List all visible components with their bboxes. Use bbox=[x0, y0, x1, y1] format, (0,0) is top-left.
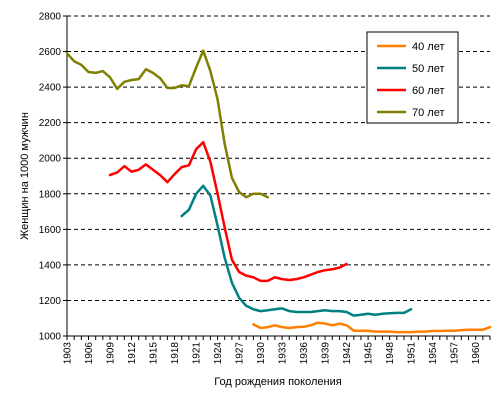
x-tick-label: 1909 bbox=[106, 342, 117, 365]
x-tick-label: 1951 bbox=[407, 342, 418, 365]
y-axis-title: Женщин на 1000 мужчин bbox=[19, 112, 31, 240]
series-lines bbox=[65, 49, 492, 334]
x-tick-label: 1924 bbox=[213, 342, 224, 365]
x-tick-label: 1930 bbox=[256, 342, 267, 365]
y-tick-label: 1200 bbox=[39, 296, 62, 307]
legend-label: 40 лет bbox=[412, 41, 445, 53]
legend-label: 50 лет bbox=[412, 63, 445, 75]
y-tick-label: 2000 bbox=[39, 154, 62, 165]
x-tick-label: 1921 bbox=[192, 342, 203, 365]
y-tick-label: 2200 bbox=[39, 118, 62, 129]
x-tick-label: 1912 bbox=[127, 342, 138, 365]
y-tick-labels: 1000 1200 1400 1600 1800 2000 2200 2400 2600 2800 bbox=[39, 12, 62, 343]
x-tick-label: 1933 bbox=[278, 342, 289, 365]
y-tick-label: 1400 bbox=[39, 260, 62, 271]
y-tick-label: 1600 bbox=[39, 225, 62, 236]
series-line bbox=[65, 49, 269, 199]
series-line bbox=[252, 321, 492, 334]
y-tick-label: 2400 bbox=[39, 83, 62, 94]
x-tick-labels: 1903 1906 1909 1912 1915 1918 1921 1924 1927 1930… bbox=[63, 342, 483, 365]
x-tick-label: 1960 bbox=[471, 342, 482, 365]
y-tick-label: 2600 bbox=[39, 47, 62, 58]
legend-label: 70 лет bbox=[412, 107, 445, 119]
legend: 40 лет 50 лет 60 лет 70 лет bbox=[366, 31, 459, 124]
axes bbox=[63, 15, 491, 340]
y-tick-label: 1800 bbox=[39, 189, 62, 200]
series-line bbox=[180, 184, 413, 317]
x-tick-label: 1915 bbox=[149, 342, 160, 365]
x-tick-label: 1903 bbox=[63, 342, 74, 365]
x-tick-label: 1942 bbox=[342, 342, 353, 365]
x-tick-label: 1957 bbox=[450, 342, 461, 365]
x-tick-label: 1954 bbox=[428, 342, 439, 365]
x-axis-title: Год рождения поколения bbox=[214, 376, 341, 388]
x-tick-label: 1945 bbox=[364, 342, 375, 365]
y-tick-label: 2800 bbox=[39, 12, 62, 23]
legend-label: 60 лет bbox=[412, 85, 445, 97]
series-line bbox=[108, 140, 348, 283]
x-tick-label: 1906 bbox=[84, 342, 95, 365]
y-tick-label: 1000 bbox=[39, 332, 62, 343]
x-tick-label: 1927 bbox=[235, 342, 246, 365]
x-tick-label: 1939 bbox=[321, 342, 332, 365]
x-tick-label: 1936 bbox=[299, 342, 310, 365]
x-tick-label: 1948 bbox=[385, 342, 396, 365]
x-tick-label: 1918 bbox=[170, 342, 181, 365]
